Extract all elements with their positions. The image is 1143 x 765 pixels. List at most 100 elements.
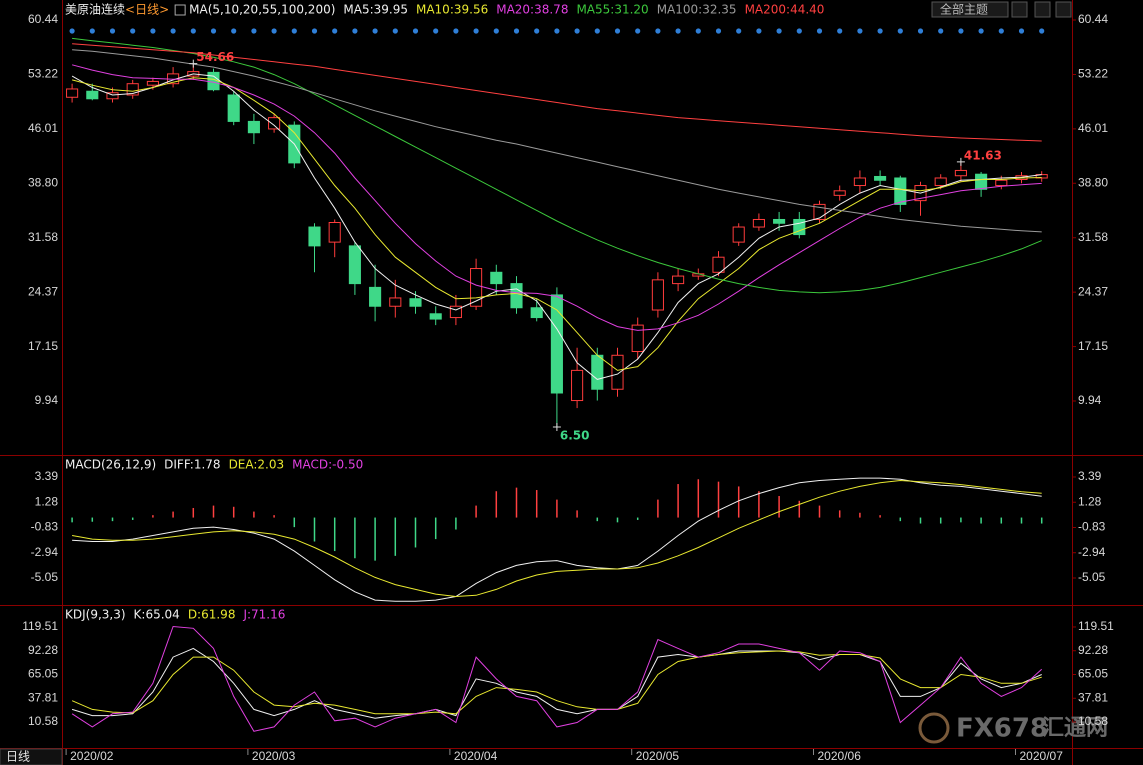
candle-body <box>409 298 422 307</box>
y-tick-label: 3.39 <box>35 469 59 483</box>
series-line <box>71 650 1042 715</box>
legend-entry: D:61.98 <box>188 608 236 622</box>
candle-body <box>328 222 341 243</box>
y-tick-label: 65.05 <box>1078 667 1108 681</box>
candle-body <box>631 324 644 353</box>
indicator-title: KDJ(9,3,3) <box>65 608 126 622</box>
event-dot <box>675 28 681 34</box>
y-tick-label: -5.05 <box>31 570 59 584</box>
period-tab-label[interactable]: 日线 <box>6 750 30 764</box>
event-dot <box>837 28 843 34</box>
candle-body <box>106 92 119 100</box>
event-dot <box>291 28 297 34</box>
annotation-marker <box>552 422 561 431</box>
legend-entry: MA100:32.35 <box>657 3 737 17</box>
y-tick-label: -2.94 <box>31 545 59 559</box>
event-dot <box>251 28 257 34</box>
candle-body <box>732 226 745 243</box>
watermark-logo <box>918 712 950 744</box>
y-tick-label: 1.28 <box>1078 494 1102 508</box>
series-line <box>72 37 1042 294</box>
candle-body <box>975 173 988 190</box>
y-tick-label: 60.44 <box>28 12 58 26</box>
event-dot <box>89 28 95 34</box>
y-tick-label: 60.44 <box>1078 12 1108 26</box>
candle-body <box>793 218 806 236</box>
legend-entry: MA55:31.20 <box>576 3 648 17</box>
event-dot <box>635 28 641 34</box>
series-line <box>72 479 1042 598</box>
y-tick-label: 38.80 <box>1078 175 1108 189</box>
annotation-marker <box>956 157 965 166</box>
candle-body <box>66 88 79 98</box>
theme-button-label[interactable]: 全部主题 <box>940 2 988 17</box>
event-dot <box>352 28 358 34</box>
theme-button[interactable] <box>931 1 1009 18</box>
candle-body <box>954 169 967 177</box>
y-tick-label: 46.01 <box>28 121 58 135</box>
event-dot <box>69 28 75 34</box>
event-dot <box>534 28 540 34</box>
candle-body <box>510 283 523 309</box>
y-tick-label: 9.94 <box>35 393 59 407</box>
candle-body <box>995 179 1008 187</box>
candle-body <box>348 245 361 285</box>
y-tick-label: 10.58 <box>1078 714 1108 728</box>
y-tick-label: 53.22 <box>1078 67 1108 81</box>
x-tick-label: 2020/03 <box>252 749 296 763</box>
instrument-name: 美原油连续 <box>65 2 125 17</box>
event-dot <box>412 28 419 34</box>
period-tab[interactable] <box>0 748 63 765</box>
event-dot <box>614 28 621 34</box>
event-dot <box>938 28 944 34</box>
y-tick-label: 119.51 <box>1078 619 1114 633</box>
event-dot <box>917 28 924 34</box>
legend-entry: DIFF:1.78 <box>164 458 220 472</box>
y-tick-label: 1.28 <box>35 494 59 508</box>
candle-body <box>369 286 382 307</box>
candle-body <box>247 120 260 134</box>
legend-entry: MA10:39.56 <box>416 3 488 17</box>
event-dot <box>554 28 560 34</box>
legend-entry: MA5:39.95 <box>343 3 408 17</box>
event-dot <box>958 28 964 34</box>
legend-entry: K:65.04 <box>134 608 180 622</box>
candle-body <box>389 297 402 307</box>
event-dot <box>311 28 318 34</box>
y-tick-label: 37.81 <box>28 690 58 704</box>
event-dot <box>776 28 782 34</box>
event-dot <box>857 28 863 34</box>
icon-button[interactable] <box>1055 1 1072 18</box>
event-dot <box>978 28 984 34</box>
annotation-label: 54.66 <box>196 50 234 64</box>
event-dot <box>695 28 701 34</box>
y-tick-label: 10.58 <box>28 714 58 728</box>
icon-button[interactable] <box>1034 1 1051 18</box>
y-tick-label: 92.28 <box>1078 643 1108 657</box>
y-tick-label: 65.05 <box>28 667 58 681</box>
candle-body <box>591 354 604 390</box>
event-dot <box>210 28 217 34</box>
y-tick-label: 92.28 <box>28 643 58 657</box>
x-tick-label: 2020/05 <box>636 749 680 763</box>
icon-button[interactable] <box>1011 1 1028 18</box>
event-dot <box>756 28 762 34</box>
event-dot <box>1039 28 1045 34</box>
candle-body <box>571 369 584 402</box>
period-tag: <日线> <box>125 3 169 17</box>
y-tick-label: -2.94 <box>1078 545 1106 559</box>
y-tick-label: -5.05 <box>1078 570 1106 584</box>
candle-body <box>429 313 442 320</box>
candle-body <box>752 218 765 228</box>
candle-body <box>874 175 887 181</box>
event-dot <box>816 28 823 34</box>
candle-body <box>550 294 563 394</box>
y-tick-label: 31.58 <box>28 230 58 244</box>
watermark: FX678 <box>956 714 1048 744</box>
legend-entry: J:71.16 <box>242 608 285 622</box>
event-dot <box>574 28 580 34</box>
candle-body <box>611 354 624 390</box>
